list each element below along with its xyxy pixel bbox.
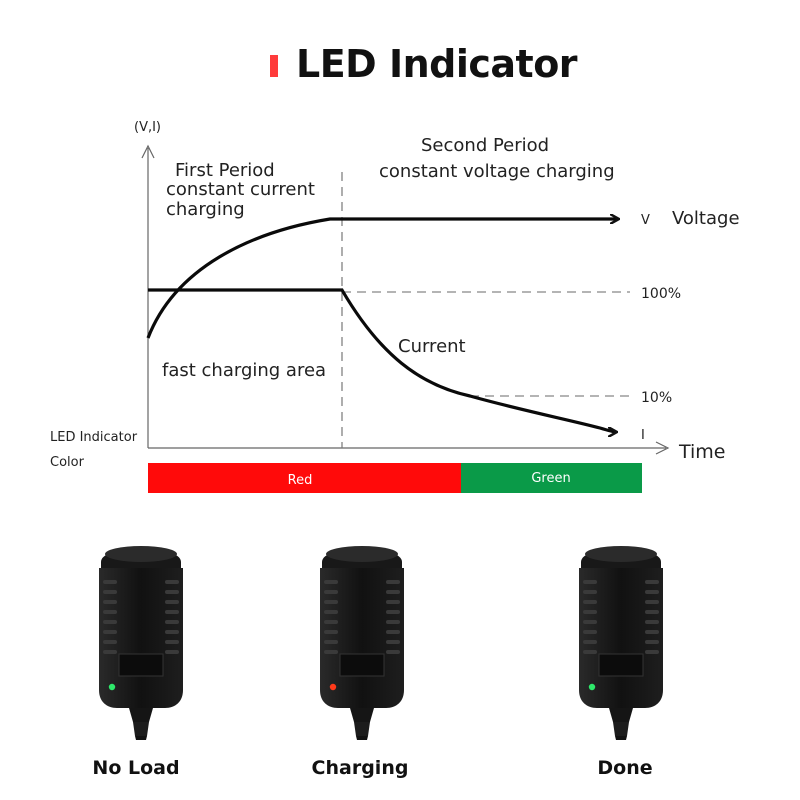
adapter-image	[579, 546, 663, 740]
adapter-label-done: Done	[597, 757, 653, 779]
title-bar: LED Indicator	[0, 38, 800, 98]
red-band-label: Red	[288, 473, 313, 488]
current-curve	[148, 288, 616, 432]
led-row-label-2: Color	[50, 455, 85, 470]
first-period-subtitle-2: charging	[166, 199, 245, 220]
x-axis-label: Time	[678, 441, 726, 463]
level-10-label: 10%	[641, 390, 672, 406]
voltage-curve	[146, 219, 618, 339]
adapter-done	[571, 540, 671, 740]
led-light-icon	[588, 683, 596, 691]
y-axis-arrow-icon	[141, 144, 155, 159]
red-band	[148, 463, 461, 493]
adapter-no-load	[91, 540, 191, 740]
level-100-label: 100%	[641, 286, 681, 302]
adapter-image	[320, 546, 404, 740]
adapter-label-charging: Charging	[311, 757, 409, 779]
y-axis-label: (V,I)	[134, 120, 161, 135]
x-axis-arrow-icon	[655, 441, 670, 455]
adapter-image	[99, 546, 183, 740]
current-label: Current	[398, 336, 466, 357]
second-period-title: Second Period	[421, 135, 549, 156]
first-period-subtitle-1: constant current	[166, 179, 315, 200]
led-row-label-1: LED Indicator	[50, 430, 138, 445]
led-light-icon	[108, 683, 116, 691]
fast-charging-area-label: fast charging area	[162, 360, 326, 381]
voltage-label: Voltage	[672, 208, 740, 229]
adapter-charging	[312, 540, 412, 740]
green-band	[461, 463, 642, 493]
first-period-title: First Period	[175, 160, 275, 181]
green-band-label: Green	[531, 471, 570, 486]
second-period-subtitle: constant voltage charging	[379, 161, 615, 182]
led-light-icon	[329, 683, 337, 691]
page-title: LED Indicator	[296, 42, 578, 86]
current-symbol: I	[641, 428, 645, 443]
voltage-symbol: V	[641, 213, 650, 228]
adapter-label-no-load: No Load	[92, 757, 180, 779]
title-accent-mark	[270, 55, 278, 77]
